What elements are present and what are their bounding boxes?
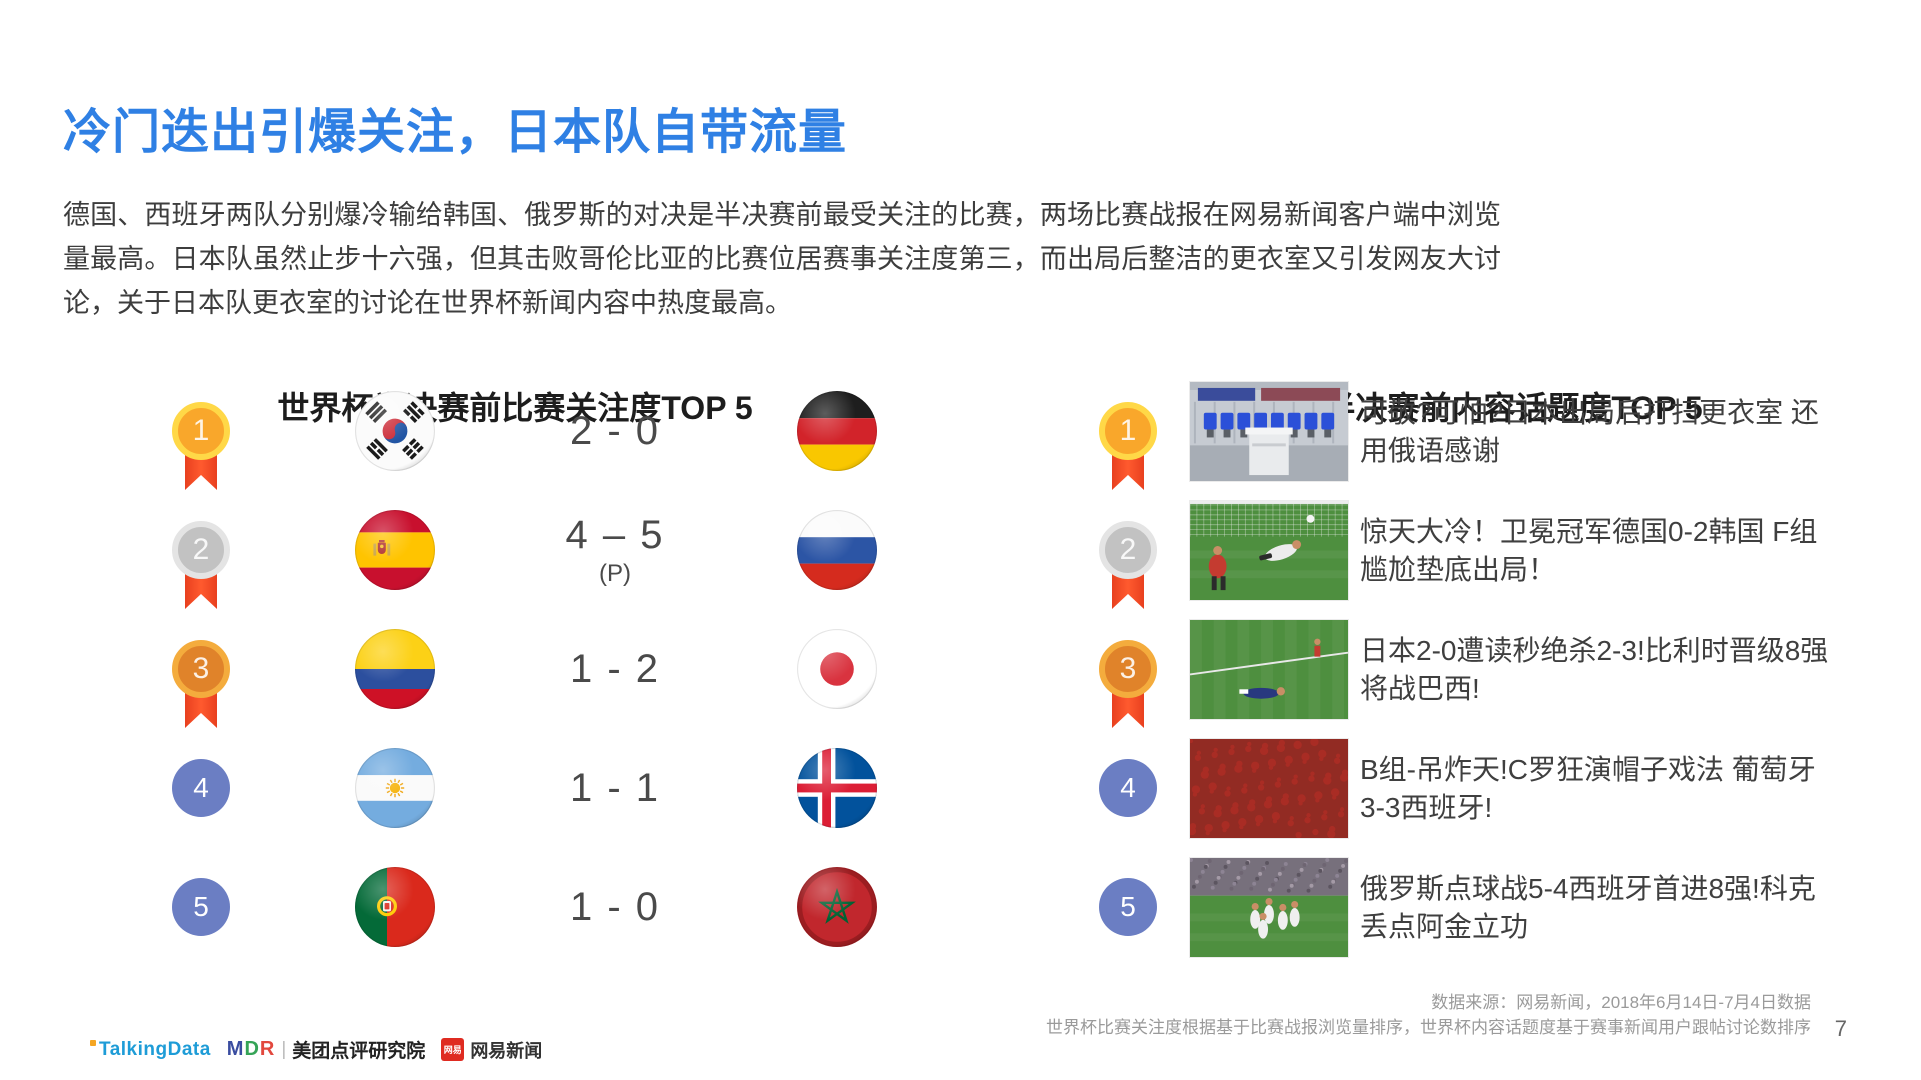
- medal-disc-icon: 2: [1099, 521, 1157, 579]
- match-score: 1 - 2: [569, 647, 661, 691]
- match-score: 1 - 0: [569, 885, 661, 929]
- headline-cell: 可敬?可怕?日本出局后打扫更衣室 还用俄语感谢: [1360, 372, 1840, 491]
- headline-cell: B组-吊炸天!C罗狂演帽子戏法 葡萄牙3-3西班牙!: [1360, 729, 1840, 848]
- topic-row-4: 4 B组-吊炸天!C罗狂演帽子戏法 葡萄牙3-3西班牙!: [1080, 729, 1870, 848]
- talkingdata-wordmark: TalkingData: [99, 1038, 211, 1060]
- rank-badge-5: 5: [172, 878, 230, 936]
- news-headline: B组-吊炸天!C罗狂演帽子戏法 葡萄牙3-3西班牙!: [1360, 753, 1816, 823]
- talkingdata-logo: TalkingData: [90, 1039, 211, 1061]
- rank-number: 5: [193, 891, 209, 922]
- rank-number: 2: [1119, 533, 1137, 566]
- data-source-line2: 世界杯比赛关注度根据基于比赛战报浏览量排序，世界杯内容话题度基于赛事新闻用户跟帖…: [1046, 1018, 1811, 1037]
- medal-disc-icon: 3: [172, 640, 230, 698]
- news-thumbnail-locker-room: [1190, 382, 1348, 481]
- rank-badge-4: 4: [1099, 759, 1157, 817]
- news-thumbnail-player-on-pitch: [1190, 620, 1348, 719]
- intro-paragraph: 德国、西班牙两队分别爆冷输给韩国、俄罗斯的对决是半决赛前最受关注的比赛，两场比赛…: [63, 200, 1501, 318]
- headline-cell: 日本2-0遭读秒绝杀2-3!比利时晋级8强将战巴西!: [1360, 610, 1840, 729]
- rank-medal-bronze: 3: [172, 640, 230, 730]
- flag-morocco-icon: [797, 867, 877, 947]
- medal-disc-icon: 1: [172, 402, 230, 460]
- match-score: 2 - 0: [569, 409, 661, 453]
- rank-badge-4: 4: [172, 759, 230, 817]
- medal-disc-icon: 2: [172, 521, 230, 579]
- rank-number: 5: [1120, 891, 1136, 922]
- meituan-institute-label: 美团点评研究院: [292, 1041, 426, 1062]
- match-score: 1 - 1: [569, 766, 661, 810]
- penalty-note: (P): [599, 560, 631, 587]
- mdr-letter: R: [259, 1038, 276, 1060]
- left-panel-heading: 世界杯半决赛前比赛关注度TOP 5: [277, 389, 753, 426]
- news-thumbnail-fans-crowd: [1190, 739, 1348, 838]
- meituan-dianping-institute-logo: MDR | 美团点评研究院: [227, 1036, 426, 1063]
- topic-row-5: 5 俄罗斯点球战5-4西班牙首进8强!科克丢点阿金立功: [1080, 848, 1870, 967]
- rank-number: 4: [193, 772, 209, 803]
- match-score: 4 – 5: [565, 513, 665, 557]
- score-cell: 1 - 2: [535, 610, 695, 729]
- news-headline: 俄罗斯点球战5-4西班牙首进8强!科克丢点阿金立功: [1360, 872, 1816, 942]
- rank-medal-silver: 2: [1099, 521, 1157, 611]
- rank-number: 2: [192, 533, 210, 566]
- match-row-2: 2 4 – 5 (P): [120, 491, 910, 610]
- flag-portugal-icon: [355, 867, 435, 947]
- page-title: 冷门迭出引爆关注，日本队自带流量: [63, 106, 848, 160]
- netease-news-logo: 网易 网易新闻: [441, 1037, 542, 1063]
- news-headline: 惊天大冷！卫冕冠军德国0-2韩国 F组尴尬垫底出局！: [1360, 515, 1818, 585]
- netease-badge-icon: 网易: [441, 1038, 465, 1061]
- match-row-1: 1 2 - 0: [120, 372, 910, 491]
- score-cell: 1 - 0: [535, 848, 695, 967]
- footer-logos: TalkingData MDR | 美团点评研究院 网易 网易新闻: [90, 1036, 542, 1063]
- rank-number: 1: [1119, 414, 1137, 447]
- medal-disc-icon: 1: [1099, 402, 1157, 460]
- match-row-4: 4 1 - 1: [120, 729, 910, 848]
- news-thumbnail-team-celebration: [1190, 858, 1348, 957]
- match-row-5: 5 1 - 0: [120, 848, 910, 967]
- flag-spain-icon: [355, 510, 435, 590]
- rank-medal-gold: 1: [1099, 402, 1157, 492]
- headline-cell: 俄罗斯点球战5-4西班牙首进8强!科克丢点阿金立功: [1360, 848, 1840, 967]
- topic-row-3: 3 日本2-0遭读秒绝杀2-3!比利时晋级8强将战巴西!: [1080, 610, 1870, 729]
- score-cell: 1 - 1: [535, 729, 695, 848]
- logo-divider: |: [281, 1038, 287, 1060]
- flag-germany-icon: [797, 391, 877, 471]
- flag-argentina-icon: [355, 748, 435, 828]
- flag-japan-icon: [797, 629, 877, 709]
- topic-row-1: 1 可敬?可怕?日本出局后打扫更衣室 还用俄语感谢: [1080, 372, 1870, 491]
- rank-badge-5: 5: [1099, 878, 1157, 936]
- score-cell: 4 – 5 (P): [535, 491, 695, 610]
- data-source-line1: 数据来源：网易新闻，2018年6月14日-7月4日数据: [1431, 993, 1811, 1012]
- mdr-letters: MDR: [227, 1038, 276, 1061]
- flag-iceland-icon: [797, 748, 877, 828]
- flag-south-korea-icon: [355, 391, 435, 471]
- mdr-letter: M: [226, 1038, 245, 1060]
- rank-number: 3: [1119, 652, 1137, 685]
- flag-russia-icon: [797, 510, 877, 590]
- flag-colombia-icon: [355, 629, 435, 709]
- netease-news-label: 网易新闻: [470, 1040, 543, 1061]
- mdr-letter: D: [244, 1038, 260, 1060]
- match-row-3: 3 1 - 2: [120, 610, 910, 729]
- news-thumbnail-goalkeeper-save: [1190, 501, 1348, 600]
- rank-number: 4: [1120, 772, 1136, 803]
- rank-medal-silver: 2: [172, 521, 230, 611]
- score-cell: 2 - 0: [535, 372, 695, 491]
- match-attention-list: 1 2 - 0: [120, 372, 910, 967]
- medal-disc-icon: 3: [1099, 640, 1157, 698]
- headline-cell: 惊天大冷！卫冕冠军德国0-2韩国 F组尴尬垫底出局！: [1360, 491, 1840, 610]
- rank-medal-gold: 1: [172, 402, 230, 492]
- news-headline: 可敬?可怕?日本出局后打扫更衣室 还用俄语感谢: [1360, 396, 1819, 466]
- rank-number: 1: [192, 414, 210, 447]
- talkingdata-mark-icon: [90, 1039, 96, 1046]
- topic-row-2: 2 惊天大冷！卫冕冠军德国0-2韩国 F组尴尬垫底出局！: [1080, 491, 1870, 610]
- rank-medal-bronze: 3: [1099, 640, 1157, 730]
- topic-heat-list: 1 可敬?可怕?日本出局后打扫更衣室 还用俄语感谢 2 惊天大冷！卫冕冠军德国0…: [1080, 372, 1870, 967]
- rank-number: 3: [192, 652, 210, 685]
- page-number: 7: [1834, 1016, 1847, 1041]
- news-headline: 日本2-0遭读秒绝杀2-3!比利时晋级8强将战巴西!: [1360, 634, 1829, 704]
- data-source-note: 数据来源：网易新闻，2018年6月14日-7月4日数据 世界杯比赛关注度根据基于…: [1046, 990, 1811, 1040]
